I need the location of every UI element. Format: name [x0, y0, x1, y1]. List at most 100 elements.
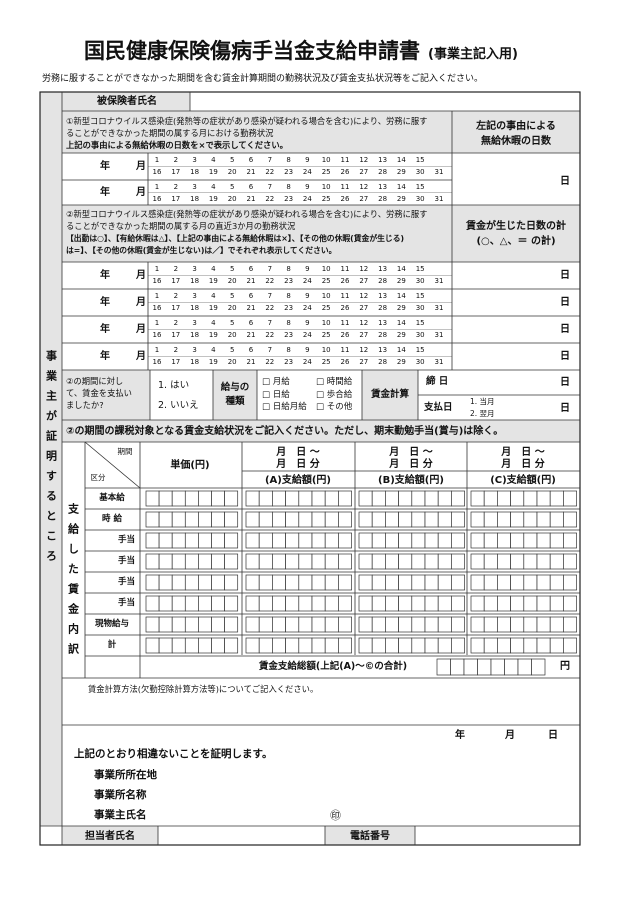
digit-box [245, 574, 260, 591]
digit-box [338, 616, 352, 633]
day-number: 31 [434, 331, 444, 340]
section-text: 上記の事由による無給休暇の日数を×で表示してください。 [66, 139, 288, 150]
digit-box [470, 490, 485, 507]
day-number: 2 [173, 265, 179, 274]
day-number: 26 [340, 277, 350, 286]
digit-box [424, 532, 439, 549]
day-number: 16 [152, 277, 162, 286]
digit-box [497, 490, 511, 507]
day-number: 3 [192, 292, 197, 301]
day-number: 29 [396, 277, 406, 286]
day-number: 8 [286, 346, 291, 355]
digit-box [523, 637, 538, 654]
shade [325, 826, 415, 845]
section-text: ②新型コロナウイルス感染症(発熱等の症状があり感染が疑われる場合を含む)により、… [66, 208, 428, 219]
digit-box [272, 511, 286, 528]
day-number: 21 [246, 304, 256, 313]
digit-box [158, 637, 173, 654]
digit-box [198, 574, 212, 591]
digit-box [272, 490, 286, 507]
day-number: 8 [286, 265, 291, 274]
row-label: 基本給 [99, 492, 125, 503]
digit-box [510, 511, 525, 528]
digit-box [258, 616, 273, 633]
day-number: 16 [152, 195, 162, 204]
label: 単価(円) [170, 459, 210, 471]
label: 支払日 [424, 401, 453, 413]
shade [362, 370, 418, 420]
day-number: 13 [378, 156, 388, 165]
digit-box [158, 490, 173, 507]
day-number: 27 [359, 331, 369, 340]
section-text: ることができなかった期間の属する月における勤務状況 [66, 127, 274, 138]
digit-box [385, 637, 399, 654]
digit-box [311, 616, 326, 633]
digit-box [211, 574, 225, 591]
digit-box [385, 553, 399, 570]
day-number: 16 [152, 304, 162, 313]
digit-box [324, 532, 339, 549]
day-number: 26 [340, 358, 350, 367]
day-number: 7 [267, 156, 273, 165]
digit-box [483, 511, 498, 528]
digit-box [549, 511, 564, 528]
day-number: 16 [152, 358, 162, 367]
digit-box [470, 574, 485, 591]
day-number: 25 [321, 195, 331, 204]
digit-box [523, 490, 538, 507]
digit-box [258, 553, 273, 570]
section-title: ②の期間の課税対象となる賃金支給状況をご記入ください。ただし、期末勤勉手当(賞与… [66, 425, 504, 437]
digit-box [371, 532, 386, 549]
day-number: 9 [305, 156, 310, 165]
digit-box [198, 595, 212, 612]
digit-box [463, 658, 478, 676]
digit-box [298, 511, 313, 528]
digit-box [311, 574, 326, 591]
digit-box [483, 490, 498, 507]
digit-box [171, 637, 186, 654]
digit-box [504, 658, 519, 676]
checkbox-option: □ その他 [316, 402, 353, 413]
digit-box [145, 532, 160, 549]
digit-box [285, 574, 300, 591]
label: 賃金計算方法(欠勤控除計算方法等)についてご記入ください。 [88, 683, 319, 694]
digit-box [483, 574, 498, 591]
label: 月 日 分 [501, 458, 545, 470]
digit-box [510, 574, 525, 591]
digit-box [411, 490, 426, 507]
digit-box [224, 595, 239, 612]
row-label: 手当 [117, 555, 135, 566]
day-number: 26 [340, 195, 350, 204]
label: 日 [560, 376, 570, 388]
digit-box [437, 490, 452, 507]
digit-box [358, 616, 373, 633]
digit-box [470, 595, 485, 612]
digit-box [272, 637, 286, 654]
digit-box [510, 616, 525, 633]
digit-box [483, 595, 498, 612]
day-number: 11 [340, 346, 350, 355]
digit-box [224, 511, 239, 528]
digit-box [470, 616, 485, 633]
label: 月 日 ～ [276, 446, 320, 458]
digit-box [198, 490, 212, 507]
digit-box [398, 595, 413, 612]
digit-box [184, 532, 199, 549]
day-number: 30 [415, 277, 425, 286]
digit-box [272, 574, 286, 591]
day-number: 20 [227, 168, 237, 177]
digit-box [338, 574, 352, 591]
digit-box [198, 637, 212, 654]
digit-box [358, 511, 373, 528]
row-label: 手当 [117, 576, 135, 587]
day-number: 30 [415, 331, 425, 340]
day-number: 23 [284, 358, 294, 367]
digit-box [285, 616, 300, 633]
day-number: 27 [359, 304, 369, 313]
day-number: 28 [378, 277, 388, 286]
digit-box [272, 616, 286, 633]
digit-box [211, 616, 225, 633]
digit-box [483, 637, 498, 654]
